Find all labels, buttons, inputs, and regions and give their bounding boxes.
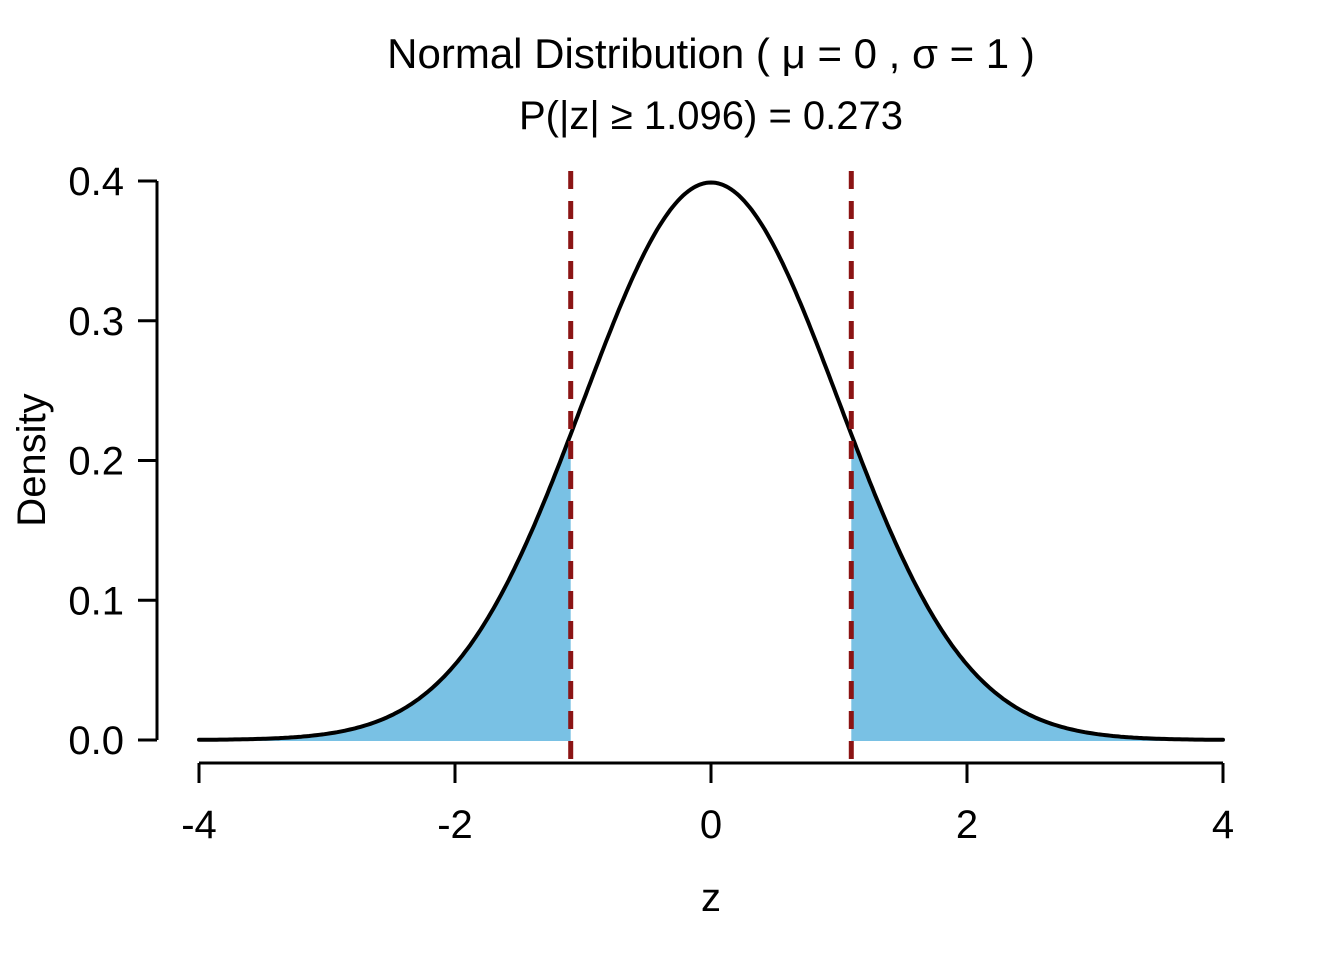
y-tick-label: 0.0 bbox=[68, 719, 124, 763]
x-tick-label: -2 bbox=[437, 803, 473, 847]
x-tick-label: 0 bbox=[700, 803, 722, 847]
x-tick-label: 2 bbox=[956, 803, 978, 847]
x-axis-label: z bbox=[701, 876, 721, 920]
chart-subtitle: P(|z| ≥ 1.096) = 0.273 bbox=[518, 94, 904, 138]
critical-value-lines bbox=[568, 171, 854, 762]
y-axis-label: Density bbox=[10, 393, 54, 527]
y-tick-label: 0.2 bbox=[68, 440, 124, 484]
y-axis: 0.0 0.1 0.2 0.3 0.4 bbox=[68, 160, 159, 763]
density-curve bbox=[197, 180, 1225, 742]
y-tick-label: 0.1 bbox=[68, 579, 124, 623]
density-curve-line bbox=[197, 180, 1225, 742]
x-tick-label: 4 bbox=[1212, 803, 1234, 847]
x-tick-label: -4 bbox=[181, 803, 217, 847]
shaded-tail-area bbox=[851, 434, 1223, 741]
y-tick-label: 0.3 bbox=[68, 300, 124, 344]
x-axis: -4 -2 0 2 4 bbox=[181, 761, 1234, 847]
shaded-tail-areas bbox=[199, 434, 1223, 741]
chart-title: Normal Distribution ( μ = 0 , σ = 1 ) bbox=[387, 30, 1035, 77]
shaded-tail-area bbox=[199, 434, 571, 741]
y-tick-label: 0.4 bbox=[68, 160, 124, 204]
